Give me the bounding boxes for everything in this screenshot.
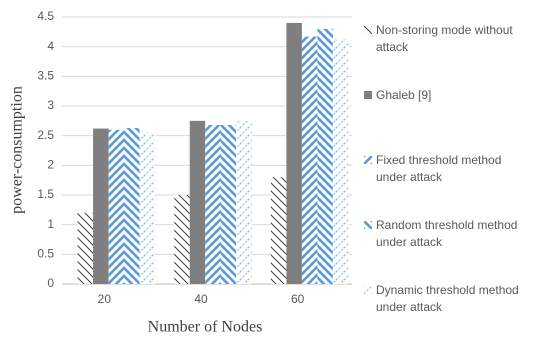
legend-label: Dynamic threshold method under attack xyxy=(376,283,519,314)
y-tick-label: 3 xyxy=(47,98,54,112)
bar xyxy=(108,129,125,284)
legend-entry: Non-storing mode without attack xyxy=(364,22,529,87)
bar xyxy=(236,120,252,284)
bar xyxy=(189,120,206,284)
legend-label: Random threshold method under attack xyxy=(376,218,518,249)
legend-swatch xyxy=(364,91,372,99)
legend-label: Ghaleb [9] xyxy=(376,88,432,102)
legend-swatch xyxy=(364,156,372,164)
bar xyxy=(270,177,287,284)
legend-swatch xyxy=(364,286,372,294)
y-axis-title: power-consumption xyxy=(9,86,26,214)
legend-label: Fixed threshold method under attack xyxy=(376,153,502,184)
bar xyxy=(205,124,221,284)
bar xyxy=(139,132,156,284)
y-tick-label: 0.5 xyxy=(37,247,54,261)
legend-swatch xyxy=(364,221,372,229)
legend-label: Non-storing mode without attack xyxy=(376,23,513,54)
bar xyxy=(77,212,94,284)
y-tick-label: 0 xyxy=(47,276,54,290)
y-tick-label: 2.5 xyxy=(37,128,54,142)
bar xyxy=(220,124,237,284)
bar xyxy=(124,127,140,284)
bar xyxy=(332,39,349,285)
y-tick-label: 4.5 xyxy=(37,9,54,23)
bar xyxy=(174,195,190,284)
legend-entry: Fixed threshold method under attack xyxy=(364,152,529,217)
x-tick-label: 60 xyxy=(291,292,305,306)
x-tick-label: 40 xyxy=(194,292,208,306)
y-tick-label: 3.5 xyxy=(37,69,54,83)
bar xyxy=(301,36,318,284)
legend-entry: Dynamic threshold method under attack xyxy=(364,282,529,347)
bar xyxy=(93,128,109,284)
y-tick-label: 4 xyxy=(47,39,54,53)
x-tick-label: 20 xyxy=(98,292,112,306)
legend-swatch xyxy=(364,26,372,34)
bar xyxy=(317,28,333,284)
legend-entry: Random threshold method under attack xyxy=(364,217,529,282)
y-tick-label: 1 xyxy=(47,217,54,231)
y-tick-label: 2 xyxy=(47,158,54,172)
legend: Non-storing mode without attack Ghaleb [9… xyxy=(364,22,529,347)
y-tick-label: 1.5 xyxy=(37,187,54,201)
x-axis-title: Number of Nodes xyxy=(148,319,263,336)
bar xyxy=(286,22,302,285)
legend-entry: Ghaleb [9] xyxy=(364,87,529,152)
